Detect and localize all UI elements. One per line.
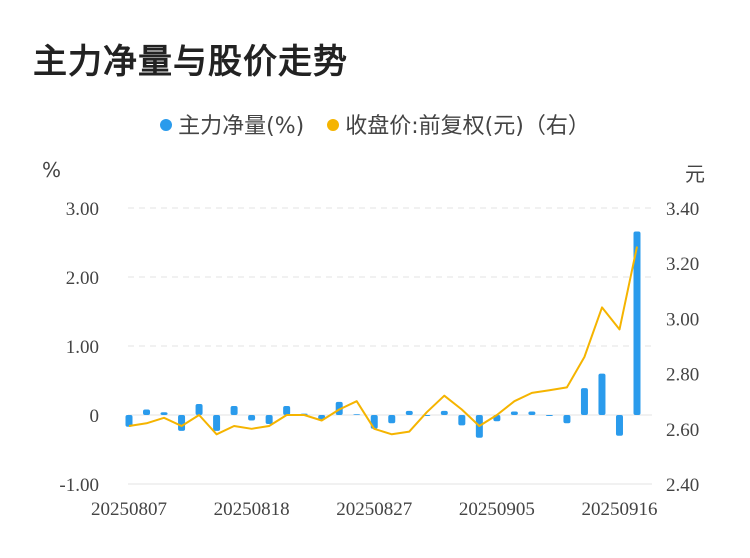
legend-item-close-price[interactable]: 收盘价:前复权(元)（右）	[327, 108, 590, 140]
bar	[510, 411, 518, 415]
price-line	[128, 246, 638, 436]
y-left-tick-labels: 3.00 2.00 1.00 0 -1.00	[59, 199, 99, 496]
legend: 主力净量(%) 收盘价:前复权(元)（右）	[0, 108, 750, 140]
right-axis-unit: 元	[685, 162, 705, 186]
x-tick-label: 20250807	[91, 499, 167, 520]
bar	[213, 415, 221, 431]
y-right-tick-labels: 3.40 3.20 3.00 2.80 2.60 2.40	[666, 199, 699, 496]
x-tick-label: 20250827	[336, 499, 412, 520]
y-right-tick-label: 2.60	[666, 420, 699, 441]
bar	[160, 412, 168, 415]
chart-title: 主力净量与股价走势	[33, 42, 348, 82]
legend-item-net-volume[interactable]: 主力净量(%)	[160, 108, 304, 140]
x-tick-label: 20250916	[581, 499, 657, 520]
bar	[125, 415, 133, 427]
bar	[580, 388, 588, 415]
bar	[248, 415, 256, 421]
bar	[265, 415, 273, 424]
bar	[528, 411, 536, 415]
legend-dot-icon	[160, 119, 173, 131]
y-left-tick-label: 1.00	[66, 337, 99, 358]
x-tick-labels: 20250807 20250818 20250827 20250905 20250916	[91, 499, 657, 520]
bar	[405, 410, 413, 415]
bar-series	[125, 231, 641, 438]
left-axis-unit: %	[42, 158, 62, 182]
legend-dot-icon	[327, 119, 340, 131]
y-right-tick-label: 3.00	[666, 309, 699, 330]
gridlines	[128, 207, 652, 485]
bar	[353, 414, 361, 415]
x-tick-label: 20250818	[214, 499, 290, 520]
bar	[143, 409, 151, 415]
y-right-tick-label: 2.40	[666, 475, 699, 496]
bar	[633, 231, 641, 415]
bar	[440, 410, 448, 415]
y-right-tick-label: 3.40	[666, 199, 699, 220]
y-left-tick-label: 2.00	[66, 268, 99, 289]
bar	[178, 415, 186, 431]
bar	[458, 415, 466, 426]
bar	[563, 415, 571, 424]
bar	[598, 373, 606, 415]
bar	[388, 415, 396, 424]
line-series	[128, 246, 638, 436]
bar	[615, 415, 623, 436]
y-left-tick-label: -1.00	[59, 475, 99, 496]
bar	[545, 415, 553, 416]
bar	[230, 406, 238, 415]
bar	[195, 403, 203, 415]
legend-label-net-volume: 主力净量(%)	[178, 114, 305, 139]
bar	[283, 406, 291, 415]
y-left-tick-label: 3.00	[66, 199, 99, 220]
legend-label-close-price: 收盘价:前复权(元)（右）	[345, 114, 590, 139]
y-left-tick-label: 0	[90, 406, 100, 427]
x-tick-label: 20250905	[459, 499, 535, 520]
y-right-tick-label: 2.80	[666, 365, 699, 386]
y-right-tick-label: 3.20	[666, 254, 699, 275]
